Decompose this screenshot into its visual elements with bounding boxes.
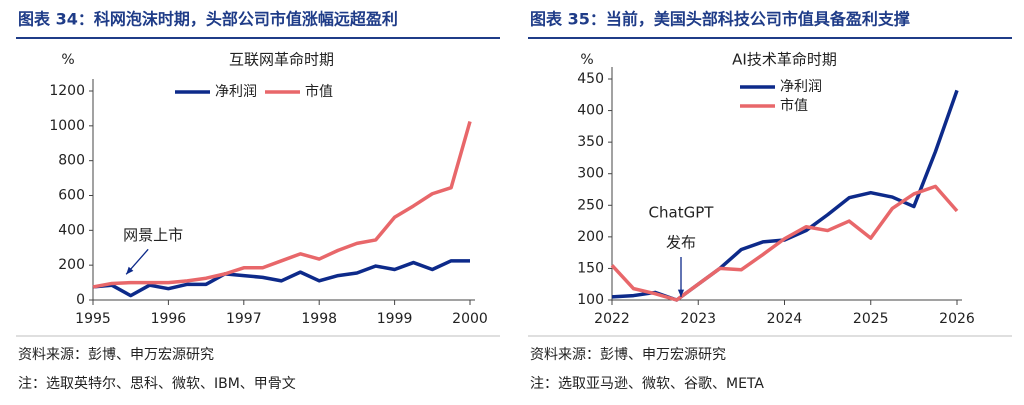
figure-title: 图表 34：科网泡沫时期，头部公司市值涨幅远超盈利 [18,10,398,29]
y-tick-label: 800 [58,153,85,169]
x-tick-label: 2024 [767,311,803,327]
chart-subtitle: AI技术革命时期 [732,51,837,69]
y-tick-label: 250 [577,197,604,213]
y-tick-label: 350 [577,134,604,150]
series-line [92,120,472,289]
y-tick-label: 1200 [49,83,85,99]
x-tick-label: 2000 [452,311,488,327]
annotation: ChatGPT [649,204,715,222]
y-tick-label: 200 [577,229,604,245]
annotation: 网景上市 [123,226,183,244]
x-tick-label: 2022 [594,311,630,327]
legend-label: 净利润 [780,79,822,95]
y-axis-label: % [580,52,593,68]
x-tick-label: 2026 [939,311,975,327]
y-tick-label: 400 [577,103,604,119]
y-tick-label: 400 [58,222,85,238]
arrow-head [677,289,685,297]
legend-label: 市值 [305,83,333,100]
series-line [611,89,959,302]
x-tick-label: 1998 [301,311,337,327]
source: 资料来源：彭博、申万宏源研究 [18,346,214,363]
arrow-head [126,266,134,275]
legend-label: 市值 [780,97,808,114]
source: 资料来源：彭博、申万宏源研究 [530,346,726,363]
x-tick-label: 1999 [377,311,413,327]
y-tick-label: 1000 [49,118,85,134]
y-tick-label: 300 [577,166,604,182]
y-tick-label: 450 [577,71,604,87]
x-tick-label: 1996 [151,311,187,327]
series-line [610,184,959,302]
note: 注：选取英特尔、思科、微软、IBM、甲骨文 [18,375,296,392]
x-tick-label: 1995 [75,311,111,327]
y-tick-label: 0 [76,292,85,308]
y-tick-label: 200 [58,257,85,273]
x-tick-label: 2025 [853,311,889,327]
chart-subtitle: 互联网革命时期 [229,51,334,69]
y-tick-label: 100 [577,292,604,308]
x-tick-label: 2023 [680,311,716,327]
annotation: 发布 [666,234,696,252]
legend-label: 净利润 [215,84,257,100]
y-tick-label: 600 [58,188,85,204]
x-tick-label: 1997 [226,311,262,327]
series-line [92,259,470,298]
y-tick-label: 150 [577,260,604,276]
y-axis-label: % [61,52,74,68]
note: 注：选取亚马逊、微软、谷歌、META [530,376,764,392]
figure-title: 图表 35：当前，美国头部科技公司市值具备盈利支撑 [530,10,910,29]
